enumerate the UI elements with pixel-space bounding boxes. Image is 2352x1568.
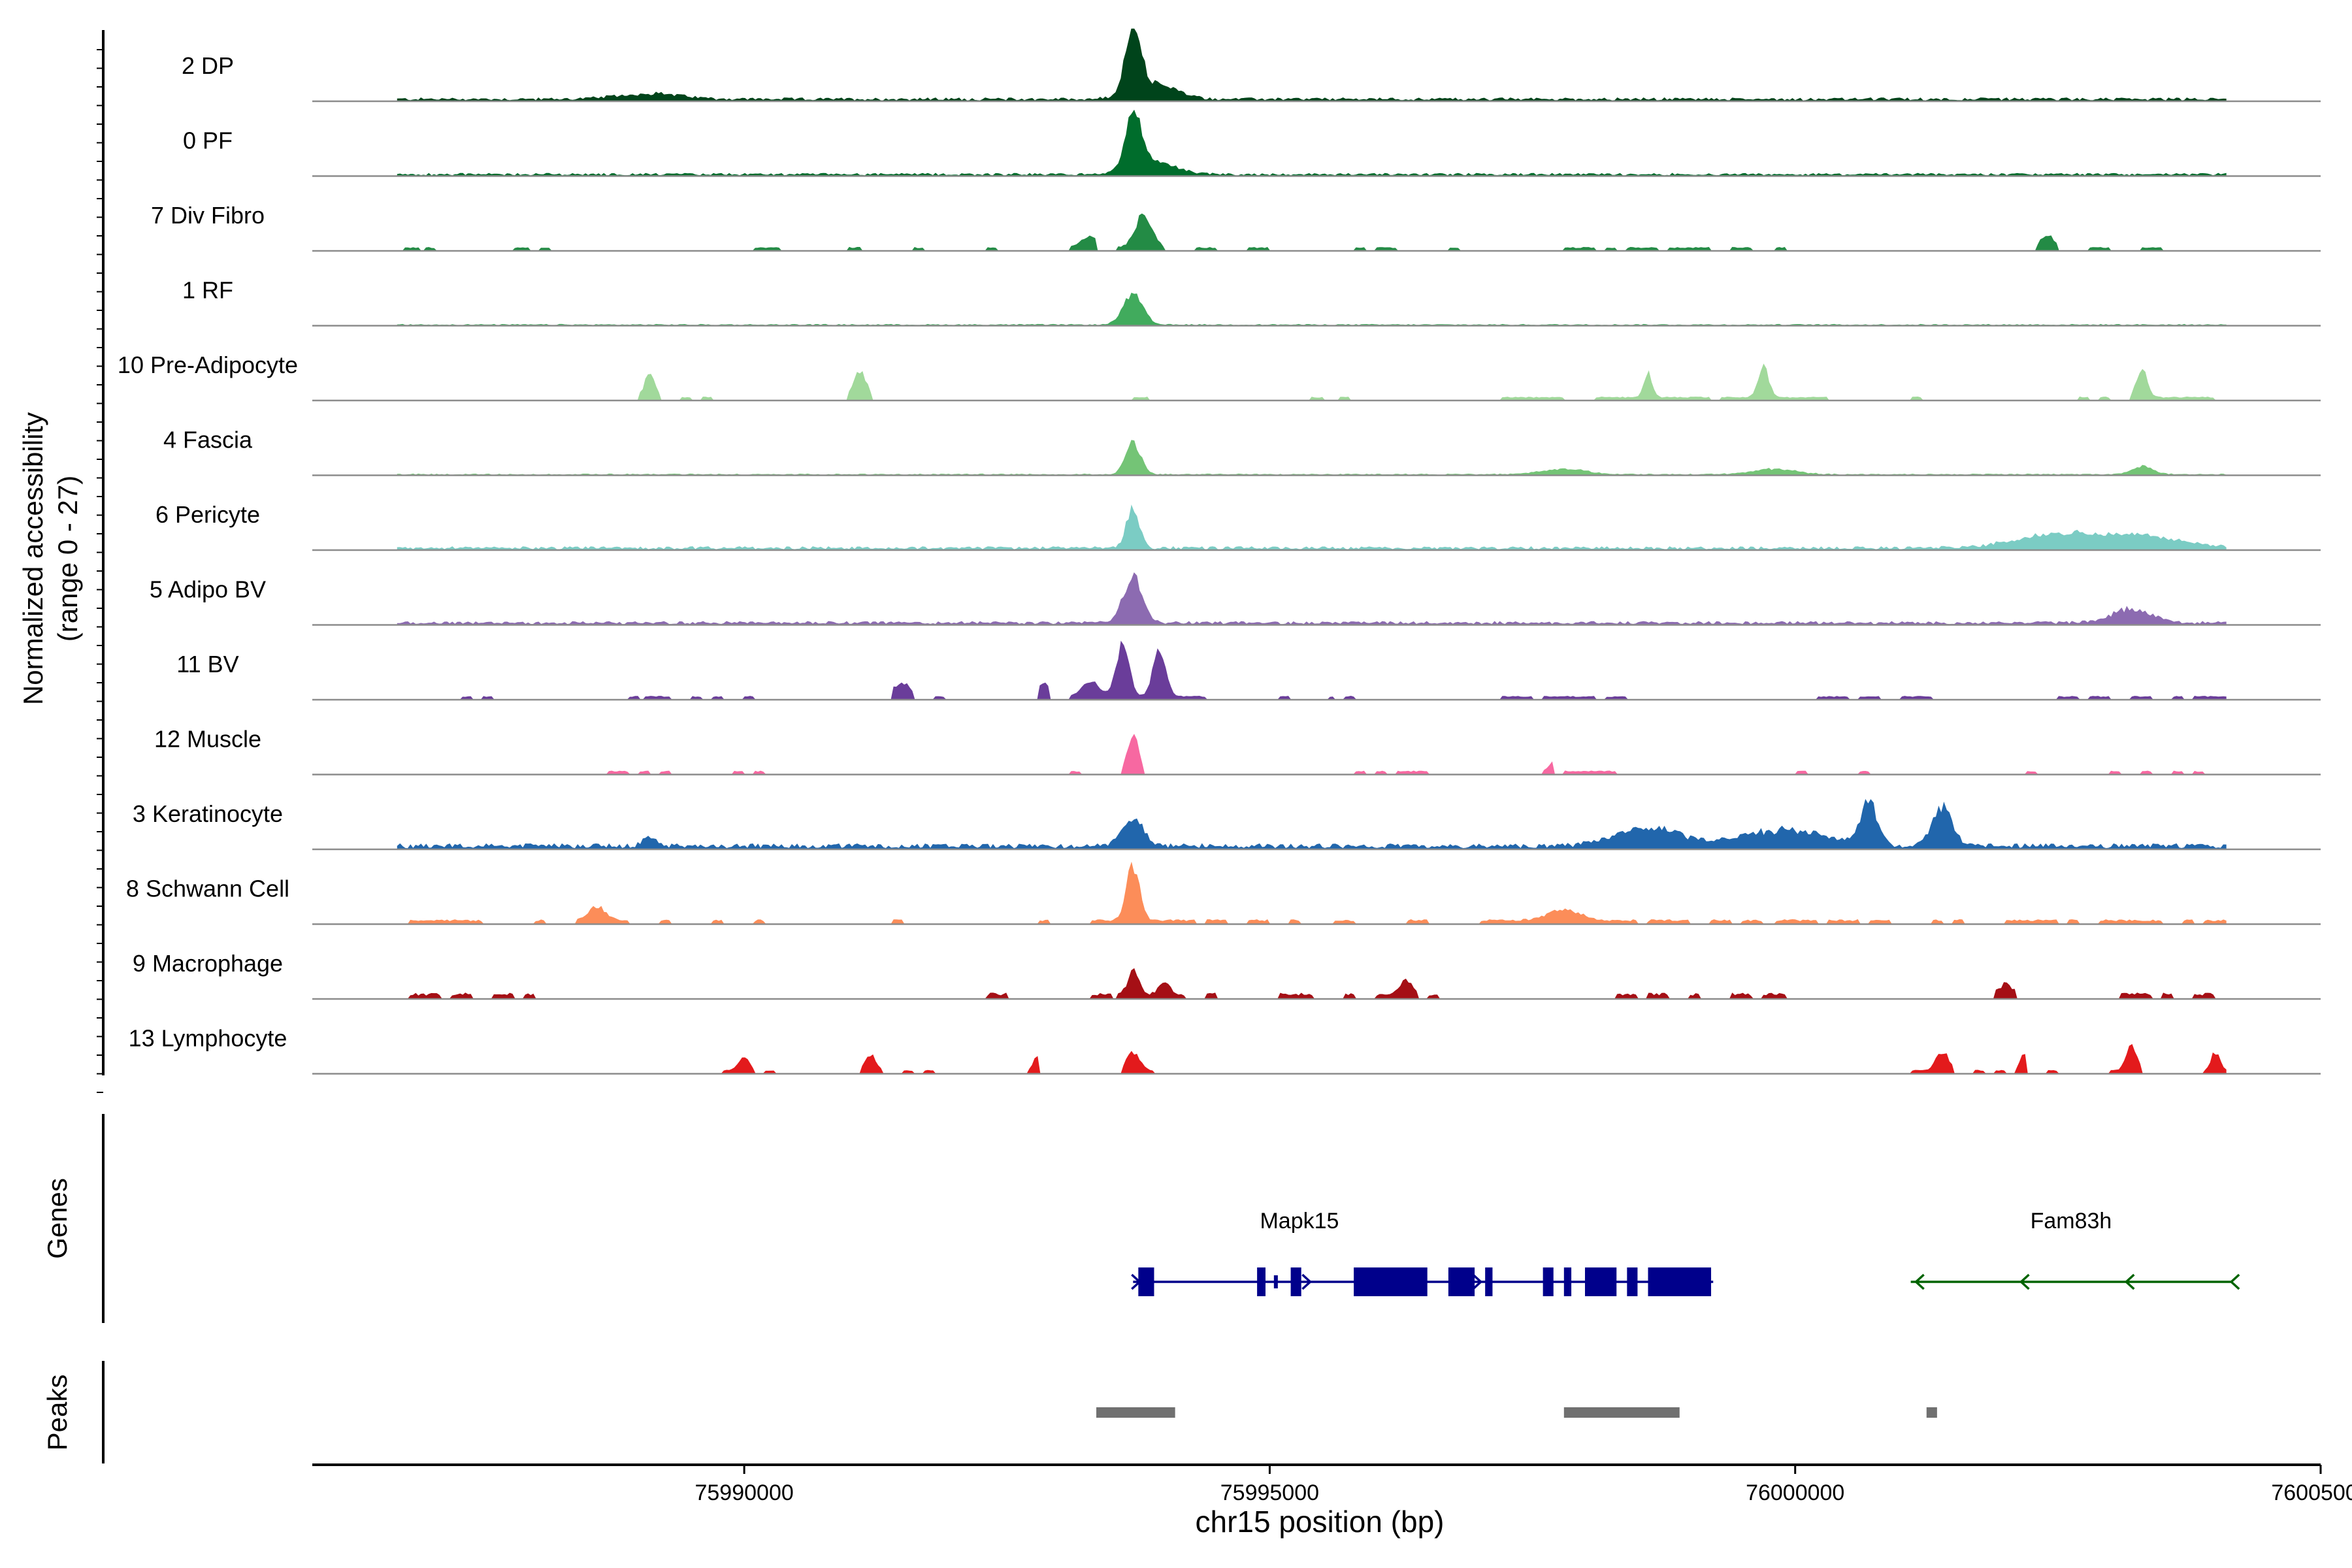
track-label: 12 Muscle (154, 726, 261, 753)
coverage-area (397, 363, 2227, 401)
exon (1543, 1267, 1554, 1296)
coverage-area (397, 504, 2227, 551)
strand-arrow (1472, 1273, 1483, 1290)
track-label: 2 DP (182, 52, 234, 79)
exon (1354, 1267, 1428, 1296)
x-axis-label: chr15 position (bp) (1196, 1505, 1445, 1539)
coverage-area (397, 1043, 2227, 1074)
track-label: 0 PF (183, 127, 233, 154)
coverage-area (397, 734, 2227, 775)
track-label: 6 Pericyte (155, 501, 260, 528)
track-label: 5 Adipo BV (150, 576, 266, 603)
strand-arrow (1914, 1273, 1925, 1290)
peaks-panel: Peaks (42, 1361, 1937, 1463)
coverage-area (397, 109, 2227, 176)
coverage-area (397, 640, 2227, 700)
gene-mapk15: Mapk15 (1131, 1209, 1714, 1296)
exon (1257, 1267, 1266, 1296)
y-axis-range-label: (range 0 - 27) (52, 476, 83, 642)
strand-arrow (2019, 1273, 2030, 1290)
track-label: 9 Macrophage (133, 950, 283, 977)
track-label: 7 Div Fibro (151, 202, 265, 229)
coverage-area (397, 440, 2227, 476)
track-6-pericyte: 6 Pericyte (155, 501, 2321, 551)
x-axis-ticks: 75990000 75995000 76000000 76005000 (694, 1465, 2352, 1505)
exon (1273, 1275, 1278, 1288)
exon (1485, 1267, 1493, 1296)
track-7-div-fibro: 7 Div Fibro (151, 202, 2321, 252)
strand-arrow (1301, 1273, 1313, 1290)
exon (1290, 1267, 1301, 1296)
exon (1648, 1267, 1712, 1296)
track-label: 1 RF (182, 277, 233, 304)
track-label: 4 Fascia (163, 427, 253, 453)
coverage-area (397, 213, 2227, 252)
peak-region (1926, 1407, 1937, 1418)
coverage-area (397, 292, 2227, 326)
track-10-pre-adipocyte: 10 Pre-Adipocyte (118, 351, 2321, 402)
genes-label: Genes (42, 1178, 73, 1259)
genes-panel: Genes Mapk15 Fam83h (42, 1114, 2240, 1323)
coverage-area (397, 28, 2227, 102)
x-tick-label: 76000000 (1746, 1480, 1844, 1505)
track-12-muscle: 12 Muscle (154, 726, 2321, 776)
track-4-fascia: 4 Fascia (163, 427, 2321, 476)
track-label: 10 Pre-Adipocyte (118, 351, 298, 378)
gene-fam83h: Fam83h (1910, 1209, 2240, 1290)
strand-arrow (2124, 1273, 2135, 1290)
track-8-schwann-cell: 8 Schwann Cell (126, 861, 2321, 925)
track-11-bv: 11 BV (176, 640, 2321, 701)
peak-region (1096, 1407, 1175, 1418)
gene-models: Mapk15 Fam83h (1131, 1209, 2240, 1296)
x-axis: 75990000 75995000 76000000 76005000 chr15 p… (312, 1463, 2352, 1539)
x-tick-label: 76005000 (2271, 1480, 2352, 1505)
exon (1584, 1267, 1617, 1296)
track-0-pf: 0 PF (183, 109, 2321, 177)
track-label: 13 Lymphocyte (129, 1025, 287, 1052)
track-9-macrophage: 9 Macrophage (133, 950, 2321, 1000)
peaks-label: Peaks (42, 1375, 73, 1451)
exon (1448, 1267, 1475, 1296)
peak-region (1563, 1407, 1680, 1418)
track-label: 11 BV (176, 651, 238, 678)
track-5-adipo-bv: 5 Adipo BV (150, 572, 2321, 626)
coverage-area (397, 572, 2227, 625)
x-tick-label: 75995000 (1220, 1480, 1319, 1505)
track-2-dp: 2 DP (182, 28, 2321, 103)
x-tick-label: 75990000 (694, 1480, 793, 1505)
coverage-area (397, 798, 2227, 850)
y-axis-ticks (97, 49, 103, 1093)
accessibility-tracks: 2 DP 0 PF 7 Div Fibro 1 RF 10 Pre-Adipocyte 4… (118, 28, 2321, 1075)
coverage-area (397, 968, 2227, 1000)
strand-arrow (2229, 1273, 2240, 1290)
exon (1627, 1267, 1638, 1296)
track-label: 8 Schwann Cell (126, 875, 289, 902)
exon (1563, 1267, 1572, 1296)
exon (1138, 1267, 1154, 1296)
coverage-area (397, 861, 2227, 924)
y-axis: Normalized accessibility (range 0 - 27) (18, 30, 105, 1093)
track-1-rf: 1 RF (182, 277, 2321, 327)
track-3-keratinocyte: 3 Keratinocyte (133, 798, 2321, 851)
peak-regions (1096, 1407, 1937, 1418)
track-13-lymphocyte: 13 Lymphocyte (129, 1025, 2321, 1075)
y-axis-label: Normalized accessibility (18, 412, 48, 705)
track-label: 3 Keratinocyte (133, 800, 283, 827)
gene-label: Fam83h (2031, 1209, 2112, 1233)
gene-label: Mapk15 (1260, 1209, 1339, 1233)
